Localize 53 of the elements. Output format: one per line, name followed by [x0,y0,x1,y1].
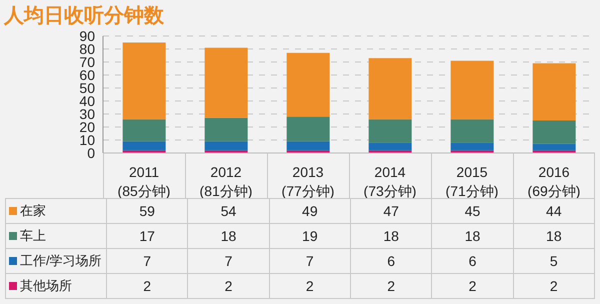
legend-label: 在家 [6,198,106,224]
data-label: 18 [350,224,432,248]
x-tick-label: 2012 [210,164,242,180]
bar [532,63,576,120]
data-label: 17 [106,224,188,248]
x-tick-label: 2013 [292,164,324,180]
data-label: 7 [188,248,270,274]
data-label: 47 [350,198,432,224]
data-label: 2 [106,274,188,298]
data-label: 2 [432,274,514,298]
data-label: 5 [513,248,594,274]
data-label: 49 [269,198,350,224]
bar [122,119,166,142]
data-label: 7 [106,248,188,274]
data-label: 2 [350,274,432,298]
data-label: 44 [513,198,594,224]
data-label: 19 [269,224,350,248]
bar [286,116,330,142]
data-label: 18 [188,224,270,248]
bar [204,118,248,142]
bar [286,52,330,117]
data-label: 6 [350,248,432,274]
data-label: 2 [269,274,350,298]
bar [368,119,412,143]
data-label: 2 [513,274,594,298]
bar [532,120,576,144]
data-label: 18 [513,224,594,248]
bar [122,141,166,150]
bar [204,48,248,118]
bar [368,58,412,120]
data-label: 2 [188,274,270,298]
bar [286,141,330,150]
data-label: 18 [432,224,514,248]
x-tick-label: 2016 [538,164,570,180]
legend-label: 工作/学习场所 [6,248,106,274]
data-label: 6 [432,248,514,274]
legend-label: 其他场所 [6,274,106,298]
legend-label: 车上 [6,224,106,248]
bar [532,144,576,150]
data-label: 45 [432,198,514,224]
bar [122,42,166,120]
chart-title: 人均日收听分钟数 [4,4,164,29]
bar [450,119,494,143]
x-tick-label: 2015 [456,164,488,180]
x-tick-label: 2011 [128,164,160,180]
x-tick-label: 2014 [374,164,406,180]
data-label: 7 [269,248,350,274]
bar [450,142,494,150]
bar [450,60,494,120]
data-label: 54 [188,198,270,224]
data-label: 59 [106,198,188,224]
bar [204,141,248,150]
bar [368,142,412,150]
